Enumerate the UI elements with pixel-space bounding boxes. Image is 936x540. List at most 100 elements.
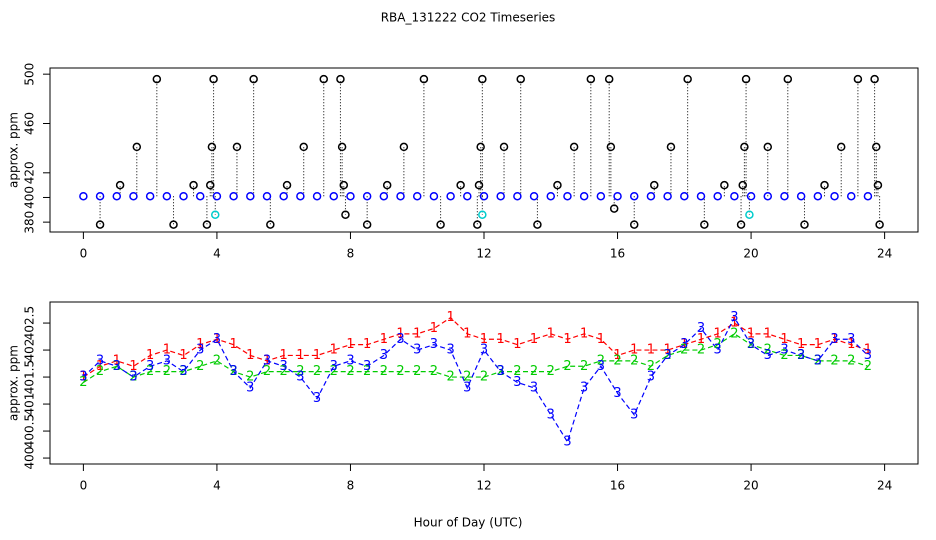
point xyxy=(846,191,856,201)
point-marker: 1 xyxy=(847,337,855,352)
point xyxy=(249,74,258,84)
point-marker: 2 xyxy=(830,353,838,368)
point xyxy=(279,191,288,201)
point-marker: 2 xyxy=(647,359,655,374)
x-tick-label: 24 xyxy=(877,479,892,493)
point-marker: 1 xyxy=(213,332,221,347)
point-marker: 1 xyxy=(530,332,538,347)
point-marker: 1 xyxy=(346,337,354,352)
x-tick-label: 20 xyxy=(743,247,758,261)
point-marker: 3 xyxy=(780,343,788,358)
point-marker: 3 xyxy=(497,364,505,379)
point xyxy=(499,142,509,152)
point-marker: 2 xyxy=(280,364,288,379)
point xyxy=(646,191,656,201)
point xyxy=(195,191,205,201)
point-marker: 3 xyxy=(647,370,655,385)
point xyxy=(478,210,487,219)
point xyxy=(379,191,389,201)
point xyxy=(209,74,218,84)
point xyxy=(650,180,659,190)
point-marker: 3 xyxy=(613,386,621,401)
y-tick-label: 402 xyxy=(23,339,37,362)
point xyxy=(463,191,472,201)
point xyxy=(745,210,754,219)
point xyxy=(266,220,275,229)
point xyxy=(446,191,455,201)
x-tick-label: 8 xyxy=(347,247,355,261)
y-tick-label: 400 xyxy=(23,186,37,209)
point-marker: 2 xyxy=(196,359,204,374)
point xyxy=(783,74,793,84)
y-axis-label: approx. ppm xyxy=(7,112,21,188)
point-marker: 2 xyxy=(113,359,121,374)
point-marker: 2 xyxy=(263,364,271,379)
x-tick-label: 16 xyxy=(610,247,625,261)
point-marker: 3 xyxy=(113,359,121,374)
point-marker: 2 xyxy=(864,359,872,374)
point-marker: 1 xyxy=(830,332,838,347)
point xyxy=(419,74,429,84)
x-tick-label: 0 xyxy=(80,247,88,261)
point xyxy=(169,220,178,229)
point xyxy=(399,142,409,152)
point-marker: 1 xyxy=(547,326,555,341)
point xyxy=(152,74,162,84)
point-marker: 1 xyxy=(129,359,137,374)
point-marker: 1 xyxy=(79,370,87,385)
point xyxy=(282,180,292,190)
point-marker: 3 xyxy=(547,407,555,422)
point-marker: 3 xyxy=(313,391,321,406)
point-marker: 1 xyxy=(647,343,655,358)
point xyxy=(115,180,125,190)
point-marker: 1 xyxy=(597,332,605,347)
point-marker: 3 xyxy=(513,375,521,390)
point-marker: 2 xyxy=(814,353,822,368)
point-marker: 2 xyxy=(747,337,755,352)
point-marker: 3 xyxy=(246,380,254,395)
point xyxy=(179,191,188,201)
point xyxy=(312,191,322,201)
point-marker: 2 xyxy=(396,364,404,379)
point-marker: 2 xyxy=(380,364,388,379)
point-marker: 1 xyxy=(96,359,104,374)
point-marker: 3 xyxy=(864,348,872,363)
x-tick-label: 4 xyxy=(213,479,221,493)
series-line xyxy=(83,316,869,378)
point-marker: 3 xyxy=(129,370,137,385)
point-marker: 3 xyxy=(330,359,338,374)
y-tick-label: 380 xyxy=(23,211,37,234)
point xyxy=(563,191,572,201)
point-marker: 3 xyxy=(96,353,104,368)
point xyxy=(436,220,445,229)
point-marker: 2 xyxy=(563,359,571,374)
plot-frame xyxy=(49,67,919,233)
point-marker: 2 xyxy=(547,364,555,379)
point-marker: 2 xyxy=(613,353,621,368)
point xyxy=(680,191,689,201)
point-marker: 2 xyxy=(413,364,421,379)
point-marker: 3 xyxy=(480,343,488,358)
point xyxy=(396,191,405,201)
y-tick-label: 420 xyxy=(23,161,37,184)
point-marker: 3 xyxy=(663,348,671,363)
point-marker: 3 xyxy=(363,359,371,374)
point xyxy=(713,191,722,201)
point-marker: 2 xyxy=(179,364,187,379)
point-marker: 3 xyxy=(747,337,755,352)
point xyxy=(820,180,829,190)
point-marker: 1 xyxy=(280,348,288,363)
point xyxy=(830,191,839,201)
point xyxy=(740,142,749,152)
point-marker: 3 xyxy=(697,321,705,336)
point-marker: 3 xyxy=(847,332,855,347)
x-tick-label: 0 xyxy=(80,479,88,493)
point xyxy=(229,191,238,201)
point-marker: 2 xyxy=(346,364,354,379)
point-marker: 3 xyxy=(430,337,438,352)
point xyxy=(429,191,439,201)
point xyxy=(720,180,729,190)
point xyxy=(596,191,606,201)
point xyxy=(606,142,616,152)
